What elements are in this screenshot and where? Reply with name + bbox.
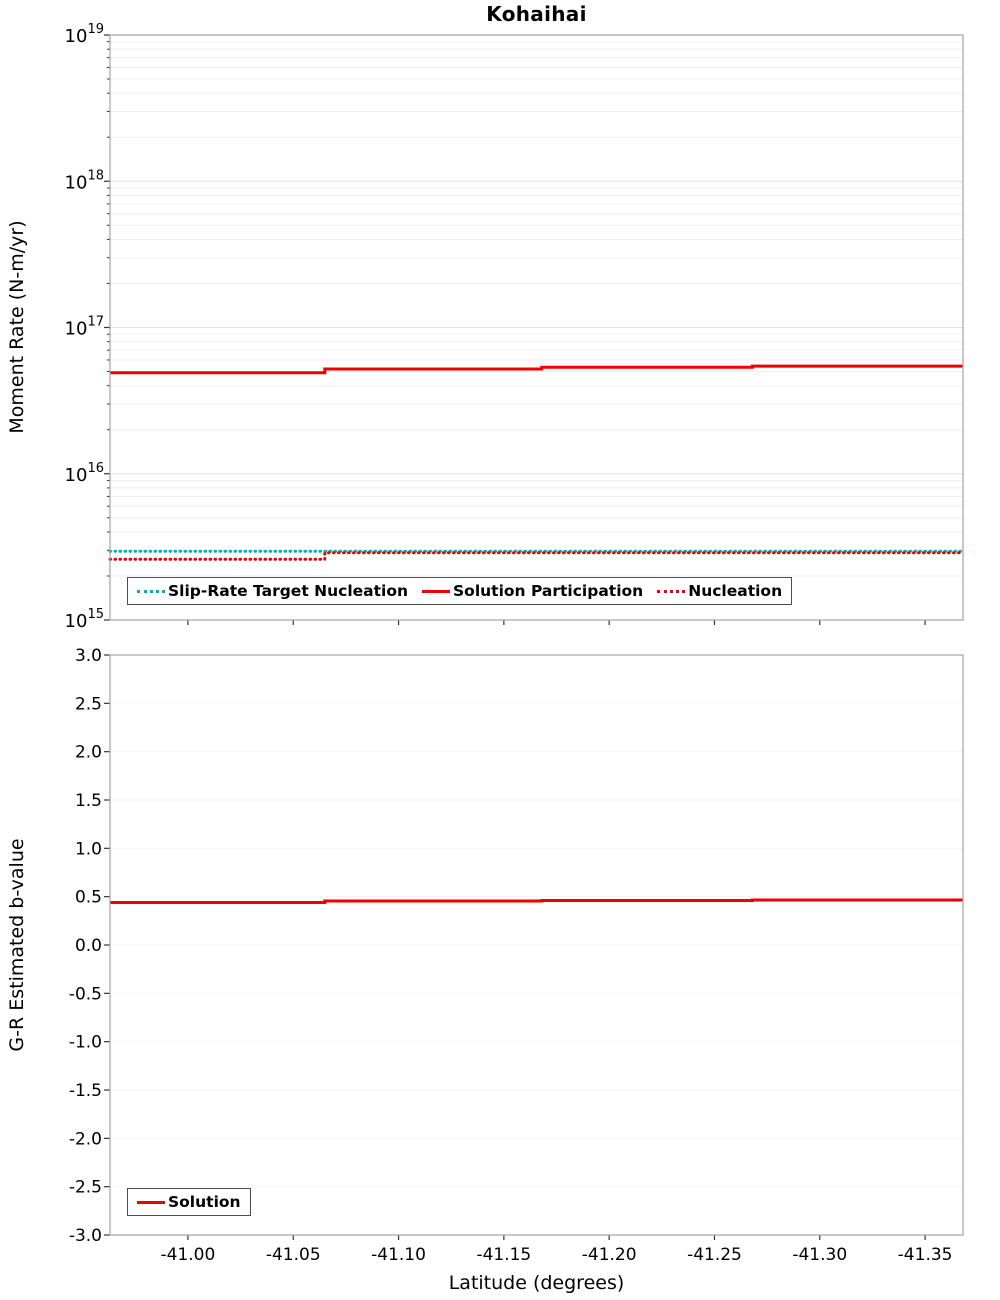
tick-label-x: -41.25: [687, 1245, 742, 1265]
legend-line-sample-slip-rate-target-nucleation: [137, 589, 165, 593]
tick-label-x: -41.00: [161, 1245, 216, 1265]
chart-title: Kohaihai: [486, 2, 587, 26]
tick-label-y: 1018: [65, 168, 104, 193]
tick-label-y: -1.0: [69, 1033, 102, 1053]
tick-label-x: -41.10: [371, 1245, 426, 1265]
legend-top-chart: Slip-Rate Target Nucleation Solution Part…: [127, 577, 793, 605]
tick-label-y: -0.5: [69, 984, 102, 1004]
tick-label-x: -41.20: [582, 1245, 637, 1265]
plot-border: [109, 34, 964, 621]
tick-label-x: -41.35: [898, 1245, 953, 1265]
tick-label-x: -41.30: [792, 1245, 847, 1265]
legend-label: Solution: [168, 1193, 241, 1211]
tick-label-y: 1.5: [75, 791, 102, 811]
legend-line-sample-solution-participation: [422, 589, 451, 593]
tick-label-y: 1019: [65, 22, 104, 47]
tick-label-x: -41.15: [476, 1245, 531, 1265]
y-axis-label-b-value: G-R Estimated b-value: [6, 838, 28, 1052]
x-axis-label: Latitude (degrees): [448, 1272, 625, 1294]
tick-label-y: 3.0: [75, 646, 102, 666]
tick-label-y: 0.0: [75, 936, 102, 956]
legend-label: Slip-Rate Target Nucleation: [168, 582, 409, 600]
legend-line-sample-nucleation: [657, 589, 686, 593]
tick-label-y: 1015: [65, 607, 104, 632]
tick-label-x: -41.05: [266, 1245, 321, 1265]
tick-label-y: -2.0: [69, 1129, 102, 1149]
tick-label-y: 1017: [65, 315, 104, 340]
y-axis-label-moment-rate: Moment Rate (N-m/yr): [6, 220, 28, 434]
legend-item: Nucleation: [657, 582, 782, 600]
legend-label: Solution Participation: [453, 582, 644, 600]
tick-label-y: 1.0: [75, 839, 102, 859]
tick-label-y: 2.5: [75, 694, 102, 714]
tick-label-y: 1016: [65, 461, 104, 486]
legend-item: Solution: [137, 1193, 241, 1211]
legend-item: Slip-Rate Target Nucleation: [137, 582, 408, 600]
series-nucleation: [108, 551, 965, 561]
series-solution: [110, 898, 963, 904]
tick-label-y: 2.0: [75, 743, 102, 763]
tick-label-y: -3.0: [69, 1226, 102, 1246]
series-solution-participation: [110, 364, 963, 375]
legend-label: Nucleation: [688, 582, 783, 600]
tick-label-y: -2.5: [69, 1178, 102, 1198]
tick-label-y: -1.5: [69, 1081, 102, 1101]
legend-line-sample-solution: [137, 1200, 165, 1204]
tick-label-y: 0.5: [75, 888, 102, 908]
legend-bottom-chart: Solution: [127, 1188, 251, 1216]
plot-border: [109, 654, 964, 1236]
legend-item: Solution Participation: [422, 582, 643, 600]
